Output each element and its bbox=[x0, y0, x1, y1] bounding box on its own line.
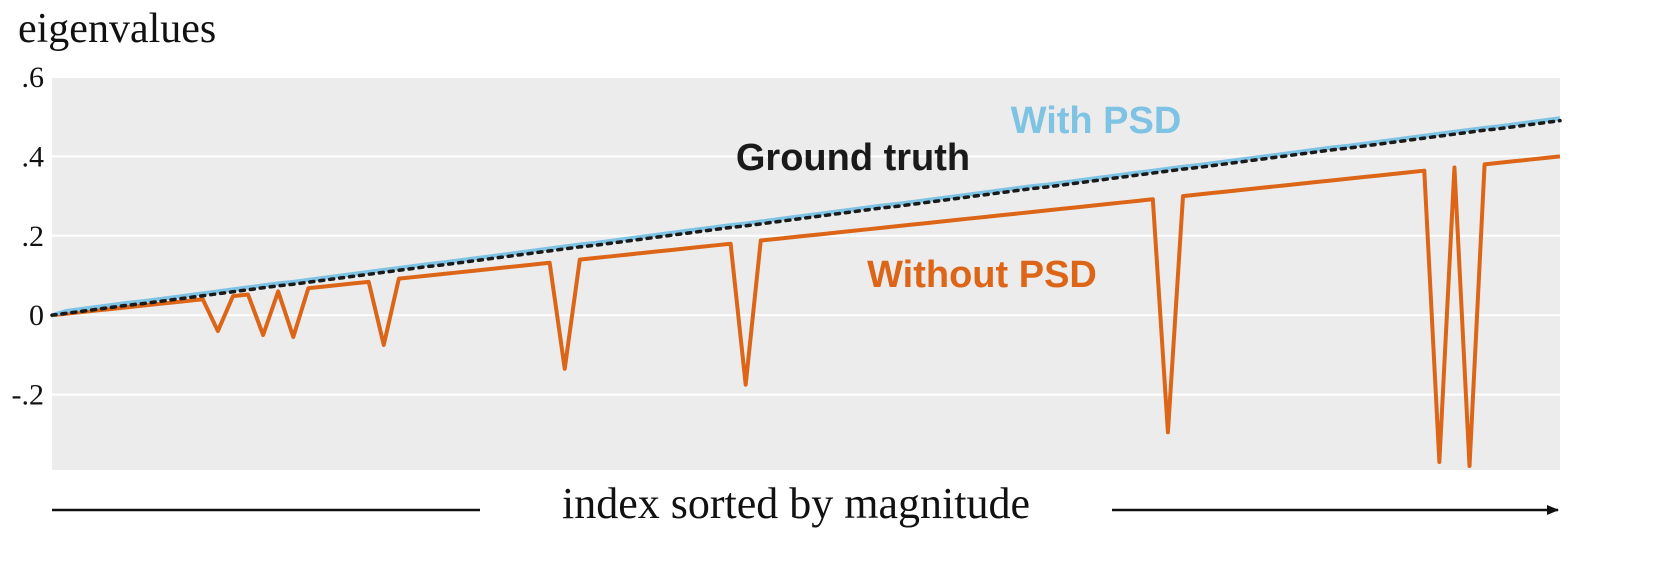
y-tick-label: -.2 bbox=[12, 379, 45, 412]
series-label: With PSD bbox=[1011, 100, 1182, 142]
series-line bbox=[51, 154, 1561, 469]
y-tick-label: .4 bbox=[22, 140, 45, 173]
y-tick-label: 0 bbox=[29, 299, 44, 332]
plot-area bbox=[52, 77, 1560, 470]
series-label: Ground truth bbox=[736, 137, 970, 179]
series-line bbox=[51, 116, 1561, 318]
series-label: Without PSD bbox=[867, 254, 1097, 296]
series-line bbox=[50, 118, 1562, 317]
y-tick-label: .2 bbox=[22, 220, 45, 253]
y-axis-label: eigenvalues bbox=[18, 6, 216, 52]
x-axis-label: index sorted by magnitude bbox=[562, 479, 1030, 528]
y-tick-label: .6 bbox=[22, 61, 45, 94]
lines bbox=[50, 116, 1562, 469]
grid: .6 .4 .2 0 -.2 bbox=[12, 61, 1560, 412]
series-labels: Without PSD With PSD Ground truth bbox=[736, 100, 1181, 296]
